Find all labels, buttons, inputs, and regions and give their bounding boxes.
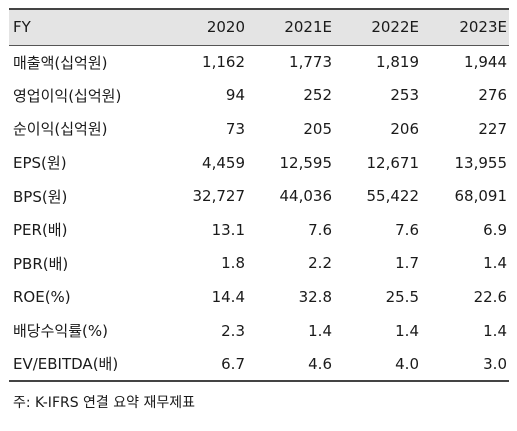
row-label: 배당수익률(%): [13, 322, 108, 341]
table-row: BPS(원) 32,727 44,036 55,422 68,091: [9, 179, 509, 213]
cell-value: 1.4: [395, 321, 419, 340]
cell-value: 13.1: [211, 220, 245, 239]
row-label: PER(배): [13, 221, 68, 240]
table-header-row: FY 2020 2021E 2022E 2023E: [9, 8, 509, 46]
cell-value: 1,944: [464, 53, 507, 72]
row-label: PBR(배): [13, 254, 69, 273]
cell-value: 2.3: [221, 321, 245, 340]
cell-value: 7.6: [308, 220, 332, 239]
cell-value: 44,036: [279, 187, 333, 206]
cell-value: 14.4: [211, 287, 245, 306]
row-label: 매출액(십억원): [13, 53, 108, 72]
cell-value: 1.8: [221, 254, 245, 273]
row-label: ROE(%): [13, 287, 71, 306]
cell-value: 32.8: [298, 287, 332, 306]
cell-value: 25.5: [385, 287, 419, 306]
cell-value: 1.4: [483, 321, 507, 340]
table-row: PER(배) 13.1 7.6 7.6 6.9: [9, 213, 509, 247]
cell-value: 253: [390, 86, 419, 105]
header-2022e: 2022E: [334, 8, 421, 46]
cell-value: 1.4: [308, 321, 332, 340]
cell-value: 276: [478, 86, 507, 105]
cell-value: 55,422: [366, 187, 420, 206]
table-row: EV/EBITDA(배) 6.7 4.6 4.0 3.0: [9, 347, 509, 382]
cell-value: 94: [225, 86, 245, 105]
cell-value: 2.2: [308, 254, 332, 273]
cell-value: 206: [390, 119, 419, 138]
row-label: 영업이익(십억원): [13, 86, 122, 105]
cell-value: 4.6: [247, 347, 334, 382]
row-label: EV/EBITDA(배): [9, 347, 159, 382]
cell-value: 3.0: [421, 347, 509, 382]
cell-value: 68,091: [454, 187, 508, 206]
table-row: EPS(원) 4,459 12,595 12,671 13,955: [9, 146, 509, 180]
header-2021e: 2021E: [247, 8, 334, 46]
cell-value: 32,727: [192, 187, 246, 206]
cell-value: 22.6: [473, 287, 507, 306]
cell-value: 4,459: [202, 153, 245, 172]
row-label: BPS(원): [13, 187, 68, 206]
cell-value: 12,595: [279, 153, 333, 172]
cell-value: 252: [303, 86, 332, 105]
cell-value: 6.7: [159, 347, 247, 382]
row-label: EPS(원): [13, 154, 67, 173]
header-2020: 2020: [159, 8, 247, 46]
cell-value: 12,671: [366, 153, 420, 172]
table-row: PBR(배) 1.8 2.2 1.7 1.4: [9, 247, 509, 281]
cell-value: 4.0: [334, 347, 421, 382]
row-label: 순이익(십억원): [13, 120, 108, 139]
table-row: 매출액(십억원) 1,162 1,773 1,819 1,944: [9, 45, 509, 79]
cell-value: 227: [478, 119, 507, 138]
cell-value: 1.4: [483, 254, 507, 273]
table-row: 배당수익률(%) 2.3 1.4 1.4 1.4: [9, 314, 509, 348]
table-row: 순이익(십억원) 73 205 206 227: [9, 112, 509, 146]
cell-value: 1,162: [202, 53, 245, 72]
cell-value: 1.7: [395, 254, 419, 273]
cell-value: 1,819: [376, 53, 419, 72]
source-note: 주: K-IFRS 연결 요약 재무제표: [13, 395, 195, 411]
cell-value: 1,773: [289, 53, 332, 72]
cell-value: 7.6: [395, 220, 419, 239]
table-row: 영업이익(십억원) 94 252 253 276: [9, 79, 509, 113]
cell-value: 73: [225, 119, 245, 138]
cell-value: 13,955: [454, 153, 508, 172]
cell-value: 6.9: [483, 220, 507, 239]
cell-value: 205: [303, 119, 332, 138]
table-row: ROE(%) 14.4 32.8 25.5 22.6: [9, 280, 509, 314]
financial-summary-table: FY 2020 2021E 2022E 2023E 매출액(십억원) 1,162…: [9, 8, 509, 382]
header-fy: FY: [9, 8, 159, 46]
header-2023e: 2023E: [421, 8, 509, 46]
